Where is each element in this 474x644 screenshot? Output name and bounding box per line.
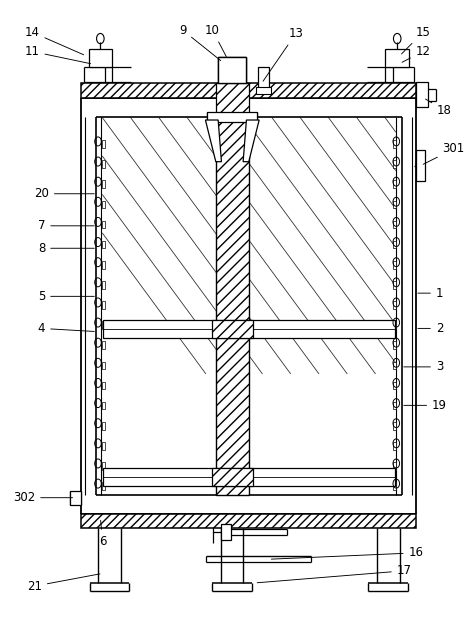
Bar [392, 261, 396, 269]
Bar [102, 361, 105, 369]
Bar [392, 482, 396, 490]
Bar [102, 180, 105, 188]
Text: 11: 11 [25, 45, 91, 64]
Bar [102, 301, 105, 309]
Bar [102, 422, 105, 430]
Bar [70, 491, 82, 505]
Bar [102, 341, 105, 349]
Bar [102, 281, 105, 289]
Bar [102, 160, 105, 168]
Text: 13: 13 [263, 27, 303, 81]
Text: 7: 7 [38, 220, 94, 232]
Text: 301: 301 [423, 142, 465, 164]
Text: 10: 10 [205, 24, 226, 57]
Bar [102, 241, 105, 249]
Polygon shape [243, 120, 259, 162]
Bar [392, 321, 396, 329]
Bar [392, 422, 396, 430]
Text: 20: 20 [34, 187, 94, 200]
Text: 15: 15 [401, 26, 430, 54]
Polygon shape [205, 120, 221, 162]
Bar [102, 382, 105, 390]
Text: 4: 4 [38, 322, 94, 335]
Bar [392, 462, 396, 470]
Bar [416, 82, 428, 107]
Bar [392, 140, 396, 148]
Bar [102, 442, 105, 450]
Text: 5: 5 [38, 290, 94, 303]
Bar [416, 150, 425, 181]
Text: 8: 8 [38, 242, 94, 255]
Text: 2: 2 [418, 322, 443, 335]
Bar [102, 200, 105, 208]
Bar [82, 84, 416, 98]
Bar [102, 221, 105, 229]
Bar [392, 442, 396, 450]
Bar [392, 382, 396, 390]
Bar [392, 341, 396, 349]
Bar [392, 160, 396, 168]
Bar [258, 68, 269, 90]
Bar [103, 320, 395, 338]
Bar [256, 87, 271, 95]
Bar [392, 361, 396, 369]
Bar [102, 482, 105, 490]
Bar [102, 402, 105, 410]
Bar [212, 320, 253, 338]
Bar [392, 200, 396, 208]
Text: 18: 18 [426, 99, 452, 117]
Bar [102, 462, 105, 470]
Text: 3: 3 [404, 361, 443, 374]
Bar [89, 50, 112, 68]
Text: 1: 1 [418, 287, 443, 299]
Text: 21: 21 [27, 574, 100, 592]
Bar [103, 468, 395, 486]
Bar [220, 524, 231, 540]
Text: 9: 9 [179, 24, 221, 61]
Bar [392, 180, 396, 188]
Bar [212, 468, 253, 486]
Bar [207, 111, 257, 122]
Bar [218, 57, 246, 84]
Text: 17: 17 [257, 564, 412, 583]
Bar [392, 402, 396, 410]
Bar [392, 221, 396, 229]
Bar [216, 117, 249, 495]
Text: 302: 302 [13, 491, 73, 504]
Text: 19: 19 [404, 399, 447, 412]
Text: 14: 14 [25, 26, 84, 55]
Bar [102, 261, 105, 269]
Text: 6: 6 [99, 520, 107, 548]
Bar [392, 281, 396, 289]
Bar [216, 84, 249, 117]
Bar [392, 301, 396, 309]
Bar [82, 515, 416, 529]
Bar [392, 241, 396, 249]
Bar [102, 140, 105, 148]
Bar [102, 321, 105, 329]
Text: 16: 16 [271, 546, 424, 560]
Text: 12: 12 [402, 45, 431, 62]
Bar [385, 50, 409, 68]
